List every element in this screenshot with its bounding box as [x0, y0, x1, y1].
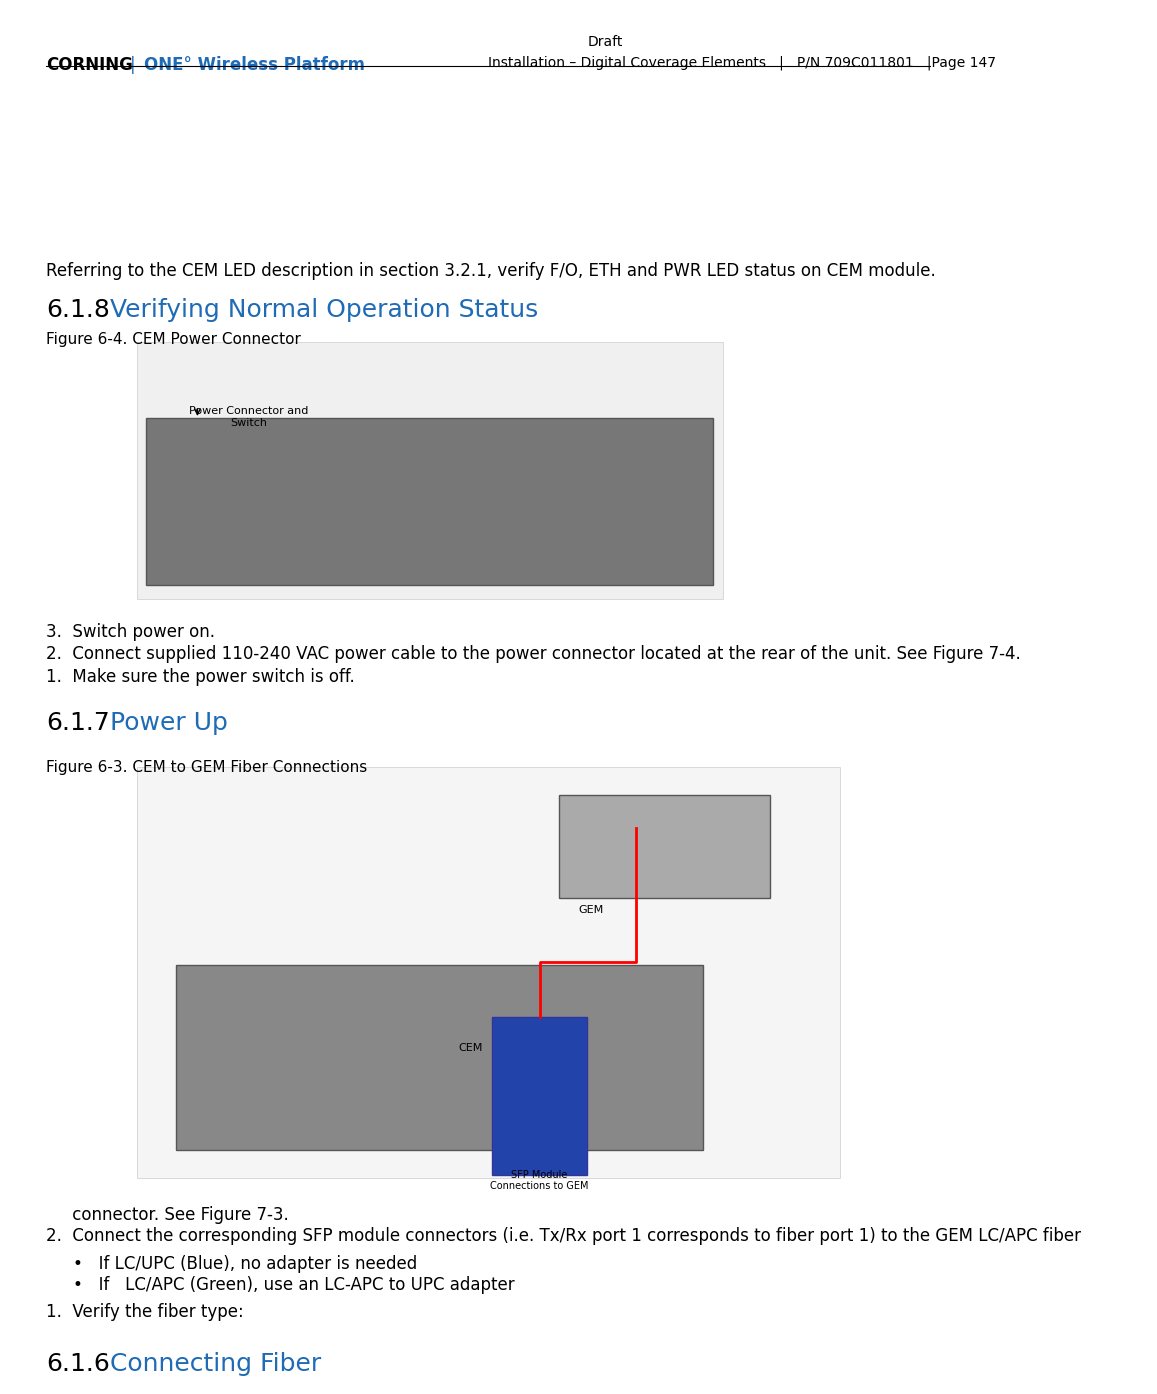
Text: •   If LC/UPC (Blue), no adapter is needed: • If LC/UPC (Blue), no adapter is needed	[73, 1255, 418, 1273]
Text: Figure 6-3. CEM to GEM Fiber Connections: Figure 6-3. CEM to GEM Fiber Connections	[46, 760, 368, 775]
FancyBboxPatch shape	[137, 767, 840, 1178]
FancyBboxPatch shape	[176, 965, 703, 1150]
Text: Verifying Normal Operation Status: Verifying Normal Operation Status	[110, 298, 538, 322]
Text: ONE° Wireless Platform: ONE° Wireless Platform	[145, 56, 366, 74]
Text: 1.  Verify the fiber type:: 1. Verify the fiber type:	[46, 1303, 244, 1322]
Text: Power Connector and
Switch: Power Connector and Switch	[189, 406, 308, 428]
Text: connector. See Figure 7-3.: connector. See Figure 7-3.	[46, 1206, 288, 1224]
Text: SFP Module
Connections to GEM: SFP Module Connections to GEM	[491, 1170, 589, 1192]
Text: GEM: GEM	[578, 905, 603, 916]
Text: 2.  Connect the corresponding SFP module connectors (i.e. Tx/Rx port 1 correspon: 2. Connect the corresponding SFP module …	[46, 1227, 1081, 1245]
Text: 6.1.6: 6.1.6	[46, 1352, 110, 1376]
FancyBboxPatch shape	[147, 418, 713, 585]
Text: 1.  Make sure the power switch is off.: 1. Make sure the power switch is off.	[46, 668, 355, 686]
Text: Connecting Fiber: Connecting Fiber	[110, 1352, 322, 1376]
FancyBboxPatch shape	[492, 1018, 587, 1175]
Text: CEM: CEM	[458, 1043, 482, 1054]
Text: Power Up: Power Up	[110, 711, 228, 735]
FancyBboxPatch shape	[559, 796, 769, 898]
Text: 3.  Switch power on.: 3. Switch power on.	[46, 623, 215, 641]
Text: Referring to the CEM LED description in section 3.2.1, verify F/O, ETH and PWR L: Referring to the CEM LED description in …	[46, 262, 936, 280]
Text: |: |	[130, 56, 135, 74]
Text: •   If   LC/APC (Green), use an LC-APC to UPC adapter: • If LC/APC (Green), use an LC-APC to UP…	[73, 1276, 515, 1294]
FancyBboxPatch shape	[137, 342, 723, 599]
Text: 2.  Connect supplied 110-240 VAC power cable to the power connector located at t: 2. Connect supplied 110-240 VAC power ca…	[46, 645, 1020, 664]
Text: Draft: Draft	[588, 35, 624, 49]
Text: 6.1.8: 6.1.8	[46, 298, 110, 322]
Text: CORNING: CORNING	[46, 56, 133, 74]
Text: Figure 6-4. CEM Power Connector: Figure 6-4. CEM Power Connector	[46, 332, 301, 347]
Text: 6.1.7: 6.1.7	[46, 711, 110, 735]
Text: Installation – Digital Coverage Elements   |   P/N 709C011801   |Page 147: Installation – Digital Coverage Elements…	[488, 56, 996, 70]
